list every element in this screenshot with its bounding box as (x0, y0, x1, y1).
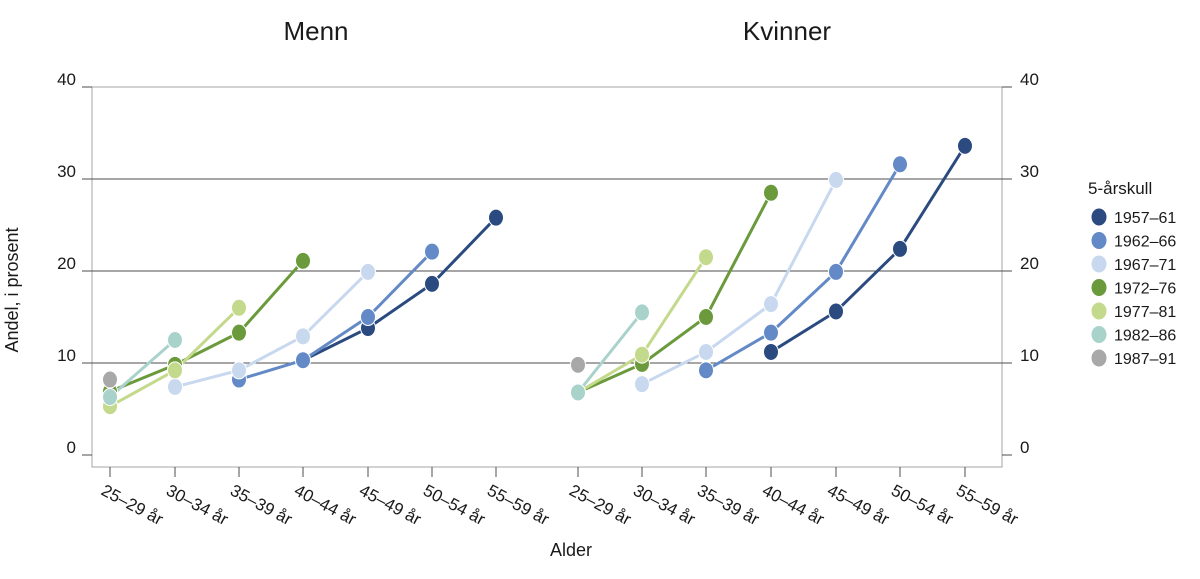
data-point-1982–86 (102, 388, 118, 407)
y-tick-label-right: 10 (1020, 346, 1039, 365)
legend-swatch-1962–66 (1091, 232, 1107, 249)
series-line-1962–66 (238, 250, 434, 381)
y-tick-label-left: 10 (57, 346, 76, 365)
x-tick-label: 25–29 år (566, 481, 634, 529)
x-tick-label: 55–59 år (484, 481, 552, 529)
panel-title-menn: Menn (283, 16, 348, 46)
data-point-1977–81 (698, 248, 714, 267)
data-point-1957–61 (763, 342, 779, 361)
legend: 5-årskull 1957–61 1962–66 1967–71 1972–76 19… (1088, 179, 1176, 368)
data-point-1967–71 (763, 295, 779, 314)
series-points (102, 136, 973, 416)
legend-label: 1967–71 (1114, 257, 1176, 274)
x-tick-label: 35–39 år (227, 481, 295, 529)
y-tick-label-right: 30 (1020, 162, 1039, 181)
legend-label: 1962–66 (1114, 234, 1176, 251)
series-lines (109, 145, 967, 408)
series-line-1967–71 (174, 270, 370, 389)
data-point-1957–61 (957, 136, 973, 155)
legend-swatch-1987–91 (1091, 349, 1107, 367)
data-point-1962–66 (892, 155, 908, 174)
x-axis-title: Alder (550, 540, 592, 560)
y-tick-label-right: 40 (1020, 70, 1039, 89)
gridlines (92, 178, 1002, 364)
data-point-1987–91 (570, 355, 586, 374)
plot-frame (91, 86, 1003, 468)
legend-swatch-1977–81 (1091, 302, 1107, 320)
legend-swatch-1967–71 (1091, 255, 1107, 273)
x-tick-label: 45–49 år (356, 481, 424, 529)
data-point-1967–71 (828, 170, 844, 189)
series-line-1957–61 (302, 216, 498, 362)
data-point-1962–66 (763, 323, 779, 342)
data-point-1962–66 (828, 262, 844, 281)
legend-title: 5-årskull (1088, 179, 1152, 198)
data-point-1962–66 (295, 351, 311, 370)
x-tick-label: 55–59 år (953, 481, 1021, 529)
data-point-1967–71 (167, 377, 183, 396)
y-axis-title: Andel, i prosent (2, 227, 22, 352)
legend-label: 1977–81 (1114, 304, 1176, 321)
data-point-1977–81 (634, 345, 650, 364)
series-line-1967–71 (641, 179, 838, 386)
legend-label: 1982–86 (1114, 328, 1176, 345)
series-line-1972–76 (109, 259, 305, 393)
data-point-1967–71 (698, 342, 714, 361)
x-tick-label: 35–39 år (694, 481, 762, 529)
data-point-1967–71 (634, 375, 650, 394)
series-line-1957–61 (770, 145, 967, 354)
x-tick-label: 40–44 år (291, 481, 359, 529)
data-point-1977–81 (231, 298, 247, 317)
data-point-1972–76 (763, 183, 779, 202)
series-line-1982–86 (109, 338, 176, 399)
data-point-1982–86 (634, 303, 650, 322)
x-tick-label: 30–34 år (630, 481, 698, 529)
y-tick-label-left: 20 (57, 254, 76, 273)
data-point-1977–81 (167, 361, 183, 380)
data-point-1987–91 (102, 370, 118, 389)
legend-label: 1957–61 (1114, 210, 1176, 227)
plot-border (91, 86, 1003, 468)
data-point-1962–66 (360, 308, 376, 326)
y-tick-label-left: 0 (67, 438, 76, 457)
series-line-1972–76 (577, 192, 773, 394)
data-point-1982–86 (167, 331, 183, 349)
data-point-1957–61 (892, 239, 908, 258)
x-tick-label: 50–54 år (888, 481, 956, 529)
x-tick-label: 50–54 år (420, 481, 488, 529)
legend-swatch-1982–86 (1091, 326, 1107, 343)
data-point-1967–71 (295, 327, 311, 346)
data-point-1967–71 (360, 262, 376, 281)
y-tick-label-left: 40 (57, 70, 76, 89)
x-tick-label: 25–29 år (98, 481, 166, 529)
x-tick-label: 30–34 år (163, 481, 231, 529)
data-point-1962–66 (698, 361, 714, 380)
legend-swatch-1957–61 (1091, 208, 1107, 226)
series-line-1982–86 (576, 311, 644, 394)
data-point-1972–76 (295, 251, 311, 270)
x-tick-label: 40–44 år (759, 481, 827, 529)
series-line-1962–66 (705, 163, 902, 372)
data-point-1972–76 (698, 308, 714, 326)
y-tick-label-right: 20 (1020, 254, 1039, 273)
y-axis-ticks: 0 0 10 10 20 20 30 30 40 40 (57, 70, 1039, 457)
data-point-1972–76 (231, 323, 247, 342)
x-tick-label: 45–49 år (824, 481, 892, 529)
data-point-1967–71 (231, 361, 247, 380)
legend-label: 1972–76 (1114, 281, 1176, 298)
data-point-1957–61 (488, 208, 504, 227)
data-point-1962–66 (424, 242, 440, 261)
data-point-1982–86 (570, 383, 586, 402)
legend-label: 1987–91 (1114, 351, 1176, 368)
y-tick-label-left: 30 (57, 162, 76, 181)
y-tick-label-right: 0 (1020, 438, 1029, 457)
legend-swatch-1972–76 (1091, 279, 1107, 296)
data-point-1957–61 (828, 302, 844, 321)
data-point-1957–61 (424, 274, 440, 293)
panel-title-kvinner: Kvinner (743, 16, 831, 46)
